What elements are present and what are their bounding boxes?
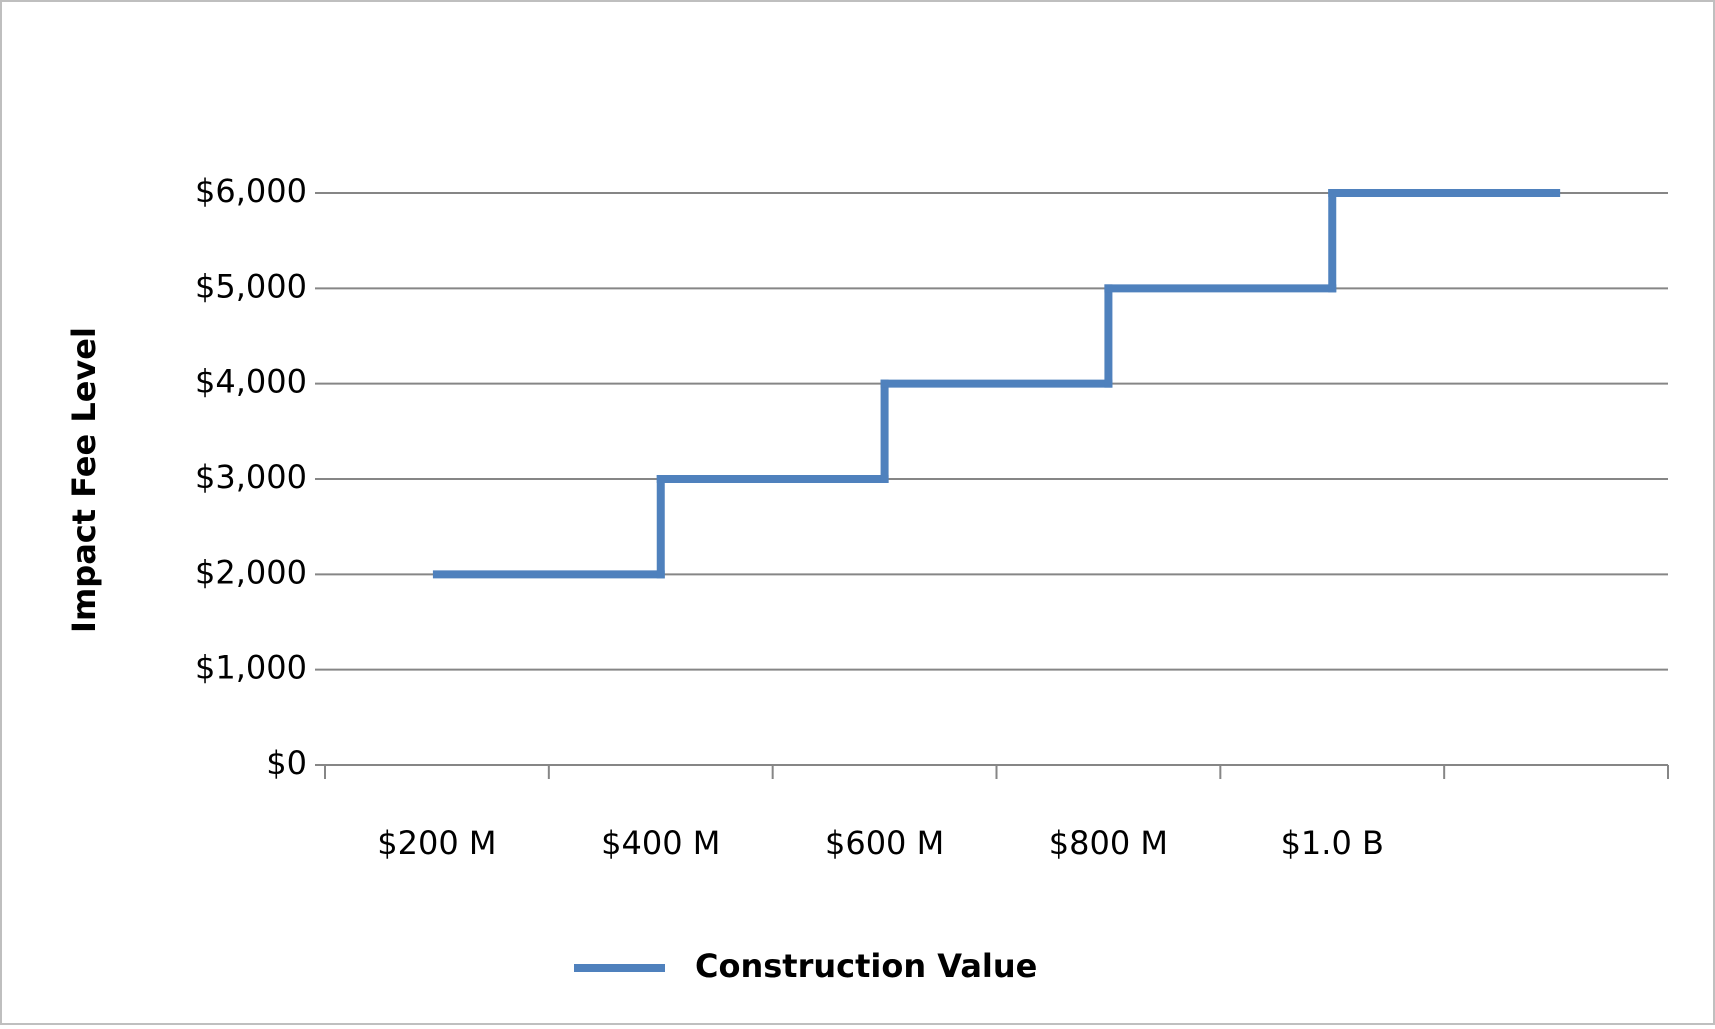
y-tick-label: $4,000	[195, 363, 307, 401]
x-tick-label: $200 M	[377, 824, 496, 862]
y-tick-label: $2,000	[195, 553, 307, 591]
legend-label: Construction Value	[695, 947, 1037, 985]
y-tick-label: $1,000	[195, 649, 307, 687]
y-tick-label: $5,000	[195, 267, 307, 305]
x-tick-label: $1.0 B	[1281, 824, 1384, 862]
y-tick-label: $6,000	[195, 172, 307, 210]
y-axis-title: Impact Fee Level	[65, 327, 103, 633]
x-tick-label: $400 M	[601, 824, 720, 862]
y-tick-label: $3,000	[195, 458, 307, 496]
x-tick-label: $600 M	[825, 824, 944, 862]
x-tick-label: $800 M	[1049, 824, 1168, 862]
y-tick-label: $0	[266, 744, 307, 782]
